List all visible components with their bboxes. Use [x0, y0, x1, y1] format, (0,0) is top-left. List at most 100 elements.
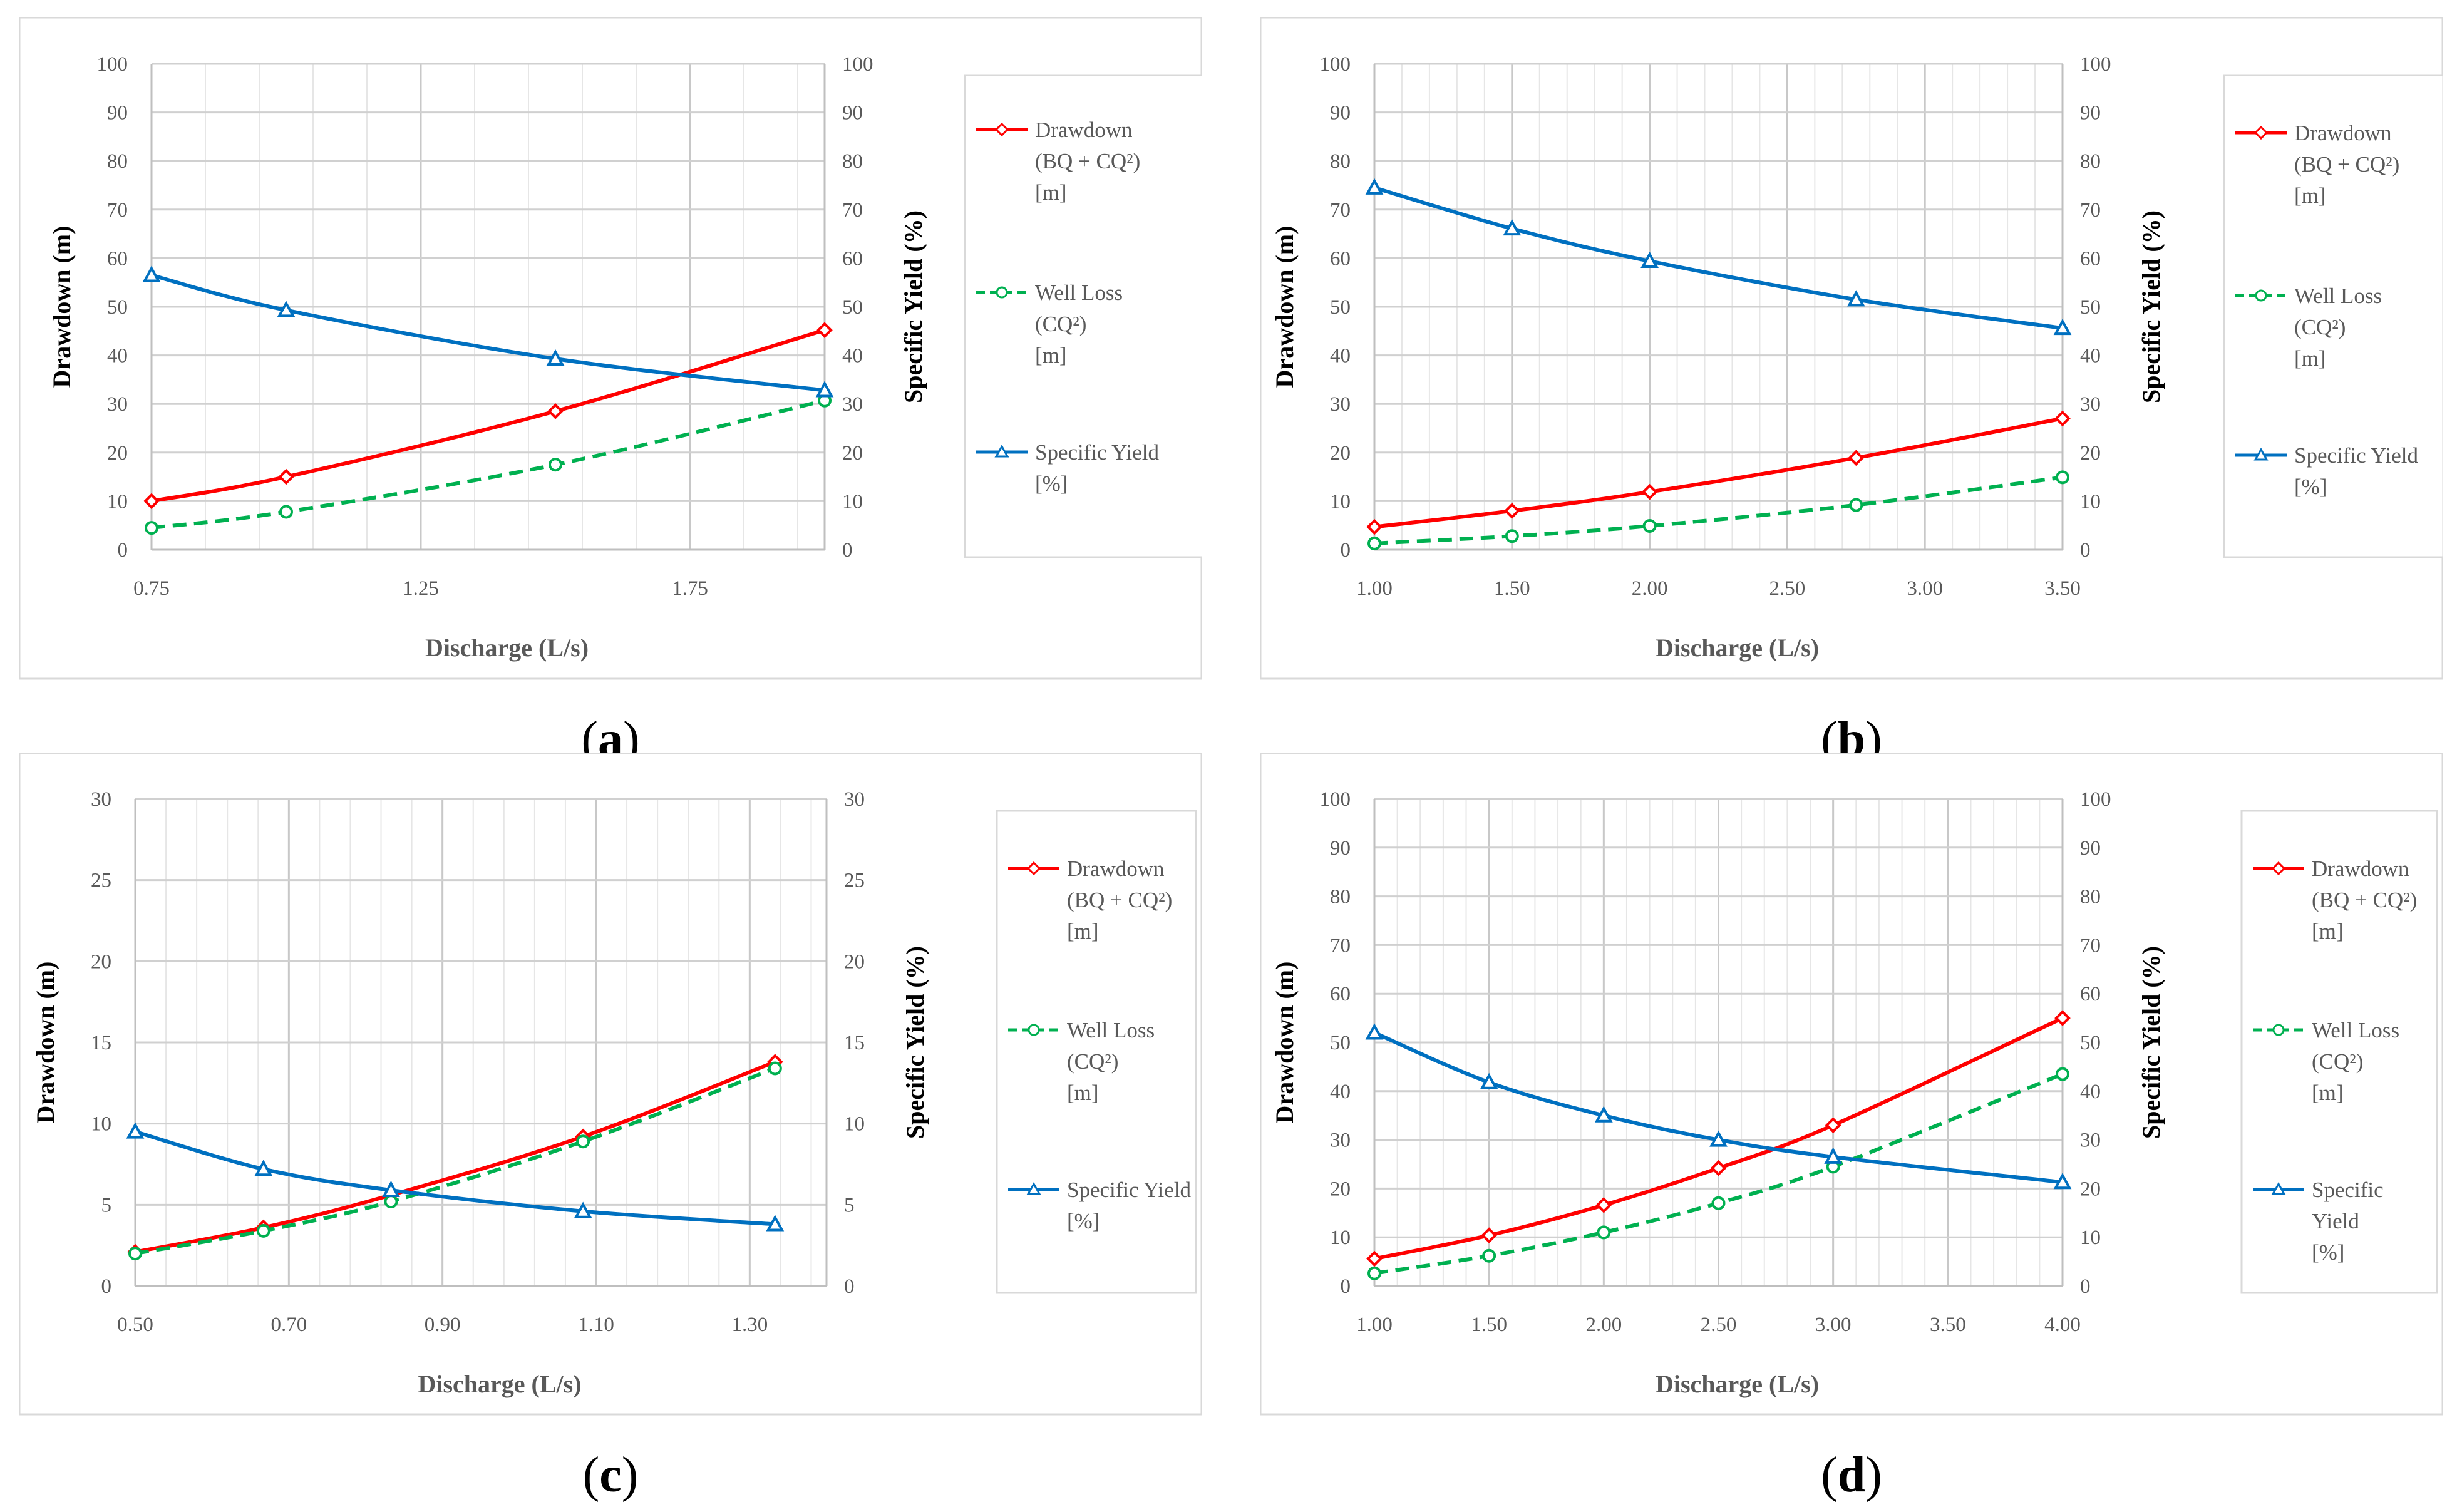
y-tick-label: 100 [1320, 53, 1351, 76]
point-specific-yield [766, 1215, 785, 1232]
y2-tick-label: 10 [2080, 1227, 2101, 1249]
y-tick-label: 40 [107, 345, 128, 368]
y-tick-label: 100 [1320, 788, 1351, 811]
point-well-loss [549, 458, 562, 472]
y2-tick-label: 30 [842, 393, 863, 416]
legend-label-drawdown: Drawdown [1067, 856, 1165, 881]
legend-label-specific_yield: [%] [2312, 1240, 2344, 1265]
point-well-loss [1597, 1225, 1611, 1240]
x-tick-label: 1.25 [403, 577, 439, 600]
legend-label-well_loss: (CQ²) [2294, 315, 2346, 339]
point-specific-yield [382, 1180, 400, 1197]
legend-marker-specific-yield [2271, 1181, 2286, 1195]
legend-label-well_loss: Well Loss [2294, 284, 2382, 308]
point-well-loss [128, 1247, 142, 1261]
caption-paren-close: ) [1865, 1448, 1882, 1503]
point-drawdown [278, 468, 294, 485]
grid [134, 798, 827, 1287]
x-tick-label: 0.75 [133, 577, 170, 600]
y2-axis-title: Specific Yield (%) [901, 946, 929, 1139]
point-specific-yield [126, 1122, 145, 1139]
y-tick-label: 60 [107, 247, 128, 270]
legend-label-specific_yield: Specific [2312, 1178, 2384, 1202]
y2-tick-label: 0 [2080, 539, 2091, 562]
point-well-loss [145, 521, 158, 535]
point-well-loss [1367, 1266, 1381, 1280]
point-drawdown [1848, 450, 1865, 466]
point-drawdown [1825, 1117, 1841, 1134]
y2-tick-label: 25 [844, 870, 865, 892]
y2-tick-label: 30 [844, 788, 865, 811]
caption-letter: d [1838, 1448, 1866, 1503]
chart-panel-b: 0 10 20 30 40 50 60 70 80 90 100 0 10 20 30 40 50 60 70 80 9… [1259, 16, 2444, 776]
y2-tick-label: 5 [844, 1194, 855, 1216]
point-drawdown [1595, 1197, 1612, 1213]
x-tick-label: 1.10 [578, 1314, 614, 1336]
legend-label-specific_yield: Yield [2312, 1209, 2359, 1233]
x-tick-label: 3.50 [1930, 1314, 1966, 1336]
legend-marker-specific-yield [2253, 447, 2269, 461]
x-tick-label: 1.50 [1494, 577, 1530, 600]
x-tick-label: 0.90 [425, 1314, 461, 1336]
y-tick-label: 30 [91, 788, 111, 811]
y2-tick-label: 90 [2080, 102, 2101, 125]
y-tick-label: 0 [101, 1275, 112, 1298]
y2-tick-label: 70 [2080, 199, 2101, 222]
y-tick-label: 15 [91, 1032, 111, 1054]
x-tick-label: 0.50 [117, 1314, 153, 1336]
y-tick-label: 90 [107, 102, 128, 125]
point-well-loss [2056, 1067, 2069, 1081]
panel-caption: (d) [1821, 1448, 1882, 1503]
series-line-specific_yield [1373, 1031, 2063, 1185]
legend-label-drawdown: (BQ + CQ²) [1067, 888, 1172, 912]
legend-label-drawdown: [m] [1067, 919, 1099, 944]
legend-marker-drawdown [994, 122, 1009, 137]
y2-axis-title: Specific Yield (%) [2137, 946, 2165, 1139]
point-specific-yield [277, 301, 296, 317]
x-tick-label: 3.00 [1907, 577, 1943, 600]
point-specific-yield [815, 381, 834, 398]
y2-tick-label: 10 [844, 1113, 865, 1136]
chart-panel-c: 0 5 10 15 20 25 30 0 5 10 15 20 25 30 0.50 0.70 0.90 1.10… [18, 752, 1203, 1512]
x-tick-label: 3.00 [1815, 1314, 1852, 1336]
legend-label-well_loss: [m] [1035, 343, 1067, 368]
y2-tick-label: 90 [842, 102, 863, 125]
point-drawdown [1481, 1227, 1497, 1243]
y2-tick-label: 100 [842, 53, 873, 76]
y-tick-label: 10 [1330, 1227, 1351, 1249]
y-tick-label: 0 [1341, 1275, 1351, 1298]
legend: Drawdown (BQ + CQ²) [m] Well Loss (CQ²) [m] Sp… [2240, 810, 2438, 1294]
legend-box [2240, 810, 2438, 1294]
point-well-loss [1367, 536, 1381, 550]
x-tick-label: 2.50 [1701, 1314, 1737, 1336]
chart-svg-b: 0 10 20 30 40 50 60 70 80 90 100 0 10 20 30 40 50 60 70 80 9… [1259, 16, 2444, 767]
chart-svg-a: 0 10 20 30 40 50 60 70 80 90 100 0 10 20 30 40 50 60 70 80 9… [18, 16, 1215, 767]
y-tick-label: 50 [107, 296, 128, 319]
caption-paren-open: ( [583, 1448, 600, 1503]
point-specific-yield [1365, 178, 1384, 195]
point-well-loss [1711, 1196, 1726, 1210]
y-tick-label: 20 [91, 950, 111, 973]
y-tick-label: 70 [1330, 934, 1351, 957]
y-tick-label: 40 [1330, 345, 1351, 368]
legend-marker-well-loss [1028, 1024, 1040, 1036]
y2-tick-label: 60 [2080, 247, 2101, 270]
point-well-loss [279, 505, 293, 519]
y-tick-label: 80 [1330, 886, 1351, 908]
legend: Drawdown (BQ + CQ²) [m] Well Loss (CQ²) [m] Sp… [2223, 74, 2444, 558]
legend-label-drawdown: (BQ + CQ²) [2294, 152, 2399, 177]
point-specific-yield [2053, 318, 2072, 336]
point-drawdown [1641, 483, 1658, 500]
y2-tick-label: 80 [842, 150, 863, 173]
y-axis-title: Drawdown (m) [1270, 962, 1299, 1124]
legend-label-well_loss: (CQ²) [1067, 1049, 1118, 1074]
y-tick-label: 30 [1330, 393, 1351, 416]
caption-paren-open: ( [1821, 1448, 1838, 1503]
y-tick-label: 60 [1330, 983, 1351, 1005]
y2-tick-label: 60 [842, 247, 863, 270]
y2-tick-label: 20 [2080, 442, 2101, 465]
point-specific-yield [1846, 290, 1865, 307]
x-tick-label: 2.00 [1632, 577, 1668, 600]
legend-marker-well-loss [996, 286, 1008, 299]
point-specific-yield [254, 1160, 273, 1176]
